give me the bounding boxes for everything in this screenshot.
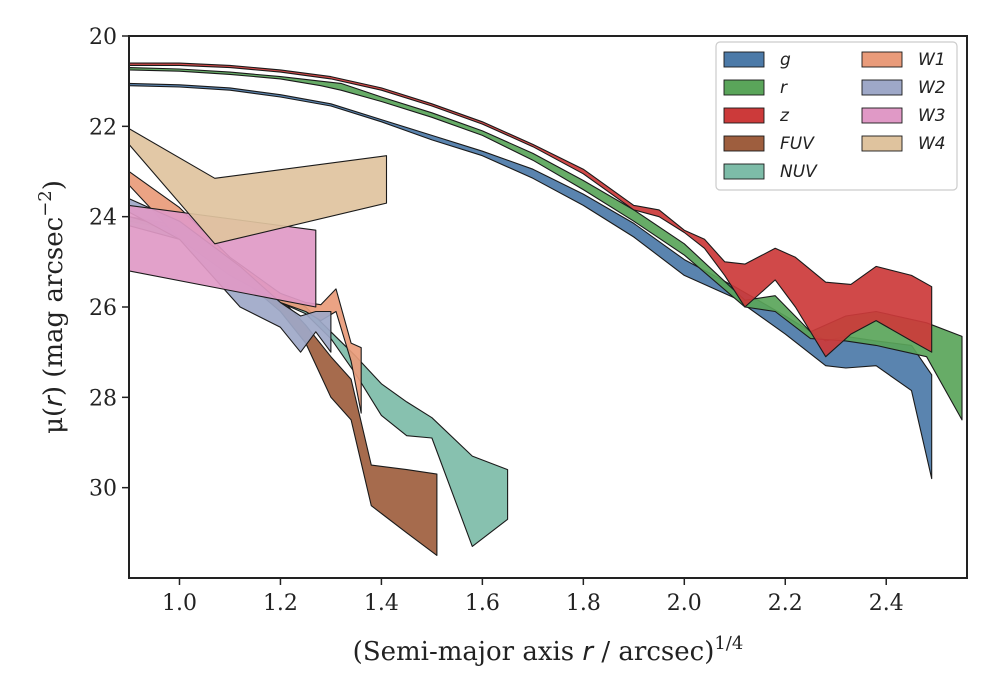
y-tick-label: 20 [89, 25, 117, 50]
y-tick-label: 22 [89, 115, 117, 140]
legend-swatch [861, 135, 903, 152]
x-axis-label: (Semi-major axis r / arcsec)1/4 [353, 633, 744, 667]
legend-label: r [780, 78, 788, 98]
legend-label: W2 [918, 78, 946, 98]
legend-label: W3 [918, 106, 946, 126]
x-tick-label: 1.6 [465, 591, 500, 616]
legend-item-w4: W4 [861, 134, 946, 154]
legend: grz FUV NUV W1 W2 W3 W4 [715, 41, 958, 191]
legend-item-z: z [723, 106, 790, 126]
legend-label: g [780, 50, 791, 70]
legend-item-w2: W2 [861, 78, 946, 98]
legend-item-fuv: FUV [723, 134, 815, 154]
legend-item-g: g [723, 50, 791, 70]
legend-item-w1: W1 [861, 50, 946, 70]
band-r [129, 67, 963, 421]
x-tick-label: 2.0 [667, 591, 702, 616]
x-axis: 1.0 1.2 1.4 1.6 1.8 2.0 2.2 2.4 [162, 578, 904, 616]
legend-swatch [861, 79, 903, 96]
legend-swatch [723, 79, 765, 96]
legend-swatch [723, 135, 765, 152]
legend-item-w3: W3 [861, 106, 946, 126]
legend-label: W4 [918, 134, 946, 154]
x-tick-label: 2.4 [869, 591, 904, 616]
band-g [129, 82, 933, 480]
legend-box [715, 41, 958, 191]
legend-item-r: r [723, 78, 788, 98]
legend-label: NUV [780, 162, 818, 182]
x-tick-label: 1.2 [263, 591, 298, 616]
x-tick-label: 1.8 [566, 591, 601, 616]
legend-label: z [779, 106, 790, 126]
legend-swatch [723, 163, 765, 180]
y-axis: 20 22 24 26 28 30 [89, 25, 129, 502]
x-tick-label: 2.2 [768, 591, 803, 616]
y-tick-label: 26 [89, 296, 117, 321]
legend-swatch [861, 51, 903, 68]
band-w4 [129, 128, 388, 245]
series-layer [129, 62, 963, 556]
y-tick-label: 28 [89, 386, 117, 411]
legend-item-nuv: NUV [723, 162, 818, 182]
legend-swatch [723, 107, 765, 124]
legend-swatch [861, 107, 903, 124]
y-tick-label: 30 [89, 477, 117, 502]
x-tick-label: 1.4 [364, 591, 399, 616]
band-z [129, 62, 933, 358]
y-tick-label: 24 [89, 206, 117, 231]
y-axis-label: μ(r) (mag arcsec−2) [35, 180, 69, 434]
legend-label: FUV [780, 134, 815, 154]
legend-label: W1 [918, 50, 946, 70]
x-tick-label: 1.0 [162, 591, 197, 616]
legend-swatch [723, 51, 765, 68]
